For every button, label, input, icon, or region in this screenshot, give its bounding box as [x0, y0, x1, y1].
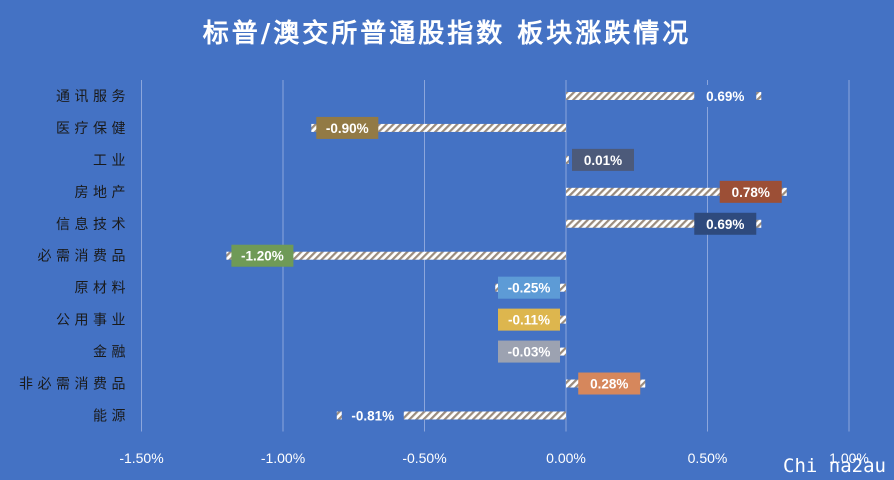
data-label-box [694, 84, 757, 107]
data-label: -0.03% [508, 345, 551, 360]
category-label: 医疗保健 [56, 121, 130, 137]
data-label-box [719, 180, 782, 203]
data-label-box [341, 404, 404, 427]
category-label: 金融 [93, 345, 130, 361]
data-label-box [694, 212, 757, 235]
bar [566, 219, 762, 228]
x-tick-label: 0.00% [546, 450, 586, 466]
data-label: -1.20% [241, 249, 284, 264]
data-label-box [316, 116, 379, 139]
data-label: 0.69% [706, 89, 744, 104]
bar [226, 251, 566, 260]
bar [566, 187, 787, 196]
category-label: 必需消费品 [38, 249, 131, 265]
bar [566, 91, 762, 100]
x-tick-label: 0.50% [688, 450, 728, 466]
bars [226, 91, 787, 420]
category-label: 房地产 [75, 185, 131, 201]
data-label-box [498, 308, 560, 331]
watermark: Chi na2au [783, 455, 886, 477]
chart-title: 标普/澳交所普通股指数 板块涨跌情况 [202, 19, 692, 49]
bar [566, 155, 569, 164]
category-label: 信息技术 [56, 216, 130, 233]
bar [336, 411, 566, 420]
bar [557, 347, 566, 356]
data-label: 0.78% [732, 185, 770, 200]
data-label: 0.28% [590, 377, 628, 392]
category-label: 原材料 [75, 281, 131, 297]
data-label-box [498, 340, 560, 363]
data-label: -0.90% [326, 121, 369, 136]
data-label-box [498, 276, 560, 299]
data-labels: 0.69% -0.90% 0.01% 0.78% 0.69% -1.20% -0.25% -0… [231, 84, 782, 427]
x-tick-label: 1.00% [829, 450, 869, 466]
data-label: 0.69% [706, 217, 744, 232]
category-label: 通讯服务 [56, 89, 130, 105]
data-label: -0.25% [508, 281, 551, 296]
data-label-box [572, 148, 634, 171]
category-label: 能源 [93, 408, 130, 424]
category-label: 非必需消费品 [19, 377, 130, 393]
data-label: 0.01% [584, 153, 622, 168]
data-label: -0.81% [351, 408, 394, 423]
bar [311, 123, 566, 132]
category-label: 公用事业 [56, 313, 130, 329]
x-tick-label: -1.50% [119, 450, 163, 466]
data-label-box [231, 244, 294, 267]
value-axis: -1.50% -1.00% -0.50% 0.00% 0.50% 1.00% [119, 450, 869, 466]
category-label: 工业 [93, 153, 130, 169]
data-label-box [578, 372, 641, 395]
x-tick-label: -1.00% [261, 450, 305, 466]
x-tick-label: -0.50% [402, 450, 446, 466]
data-label: -0.11% [508, 313, 550, 328]
